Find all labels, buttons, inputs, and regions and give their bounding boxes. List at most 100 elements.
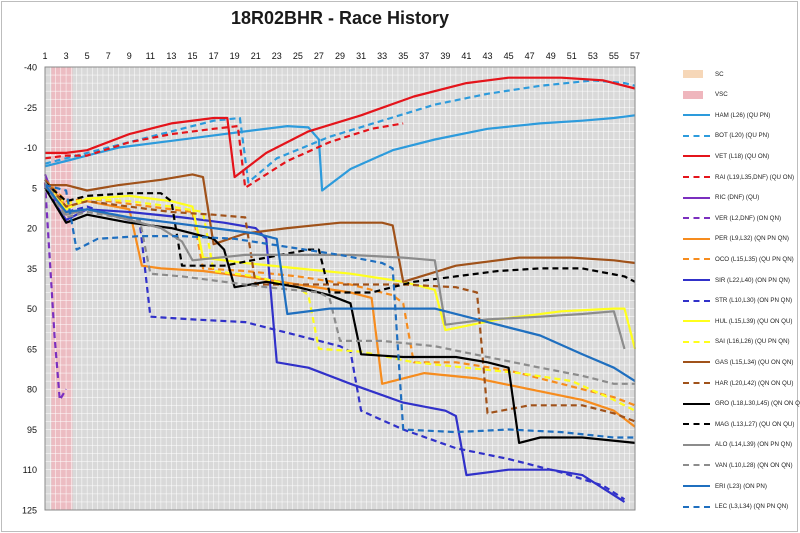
y-tick-label: 125 (22, 506, 37, 516)
legend-label: GAS (L15,L34) (QU ON QN) (715, 358, 794, 366)
legend-swatch (683, 237, 710, 240)
x-tick-label: 33 (377, 51, 387, 61)
legend-label: OCO (L15,L35) (QU PN QN) (715, 255, 794, 263)
legend-item: RAI (L19,L35,DNF) (QU ON) (683, 169, 794, 185)
y-tick-label: 35 (27, 264, 37, 274)
legend-label: VET (L18) (QU ON) (715, 152, 770, 160)
y-tick-label: 65 (27, 344, 37, 354)
legend-box (683, 90, 703, 99)
legend-item: GRO (L18,L30,L45) (QN ON QN QN) (683, 396, 800, 412)
series-line-eri (44, 184, 636, 383)
y-tick-label: 20 (27, 224, 37, 234)
x-tick-label: 43 (482, 51, 492, 61)
legend-label: ERI (L23) (ON PN) (715, 482, 767, 490)
y-tick-label: -10 (24, 143, 37, 153)
x-tick-label: 29 (335, 51, 345, 61)
x-tick-label: 31 (356, 51, 366, 61)
legend-swatch (683, 443, 710, 446)
series-line-har (44, 179, 636, 423)
legend-item: MAG (L13,L27) (QU ON QU) (683, 416, 794, 432)
x-tick-label: 55 (609, 51, 619, 61)
x-tick-label: 41 (461, 51, 471, 61)
x-tick-label: 5 (85, 51, 90, 61)
series-line-sir (44, 187, 626, 503)
series-line-per (44, 179, 636, 428)
legend-item: BOT (L20) (QU PN) (683, 128, 769, 144)
x-tick-label: 57 (630, 51, 640, 61)
legend-item: GAS (L15,L34) (QU ON QN) (683, 354, 793, 370)
y-tick-label: -25 (24, 103, 37, 113)
legend-label: SIR (L22,L40) (ON PN QN) (715, 276, 790, 284)
legend-label: VER (L2,DNF) (ON QN) (715, 214, 782, 222)
legend-label: STR (L10,L30) (ON PN QN) (715, 297, 793, 305)
x-tick-label: 35 (398, 51, 408, 61)
legend-label: LEC (L3,L34) (QN PN QN) (715, 503, 789, 511)
legend-item: SAI (L16,L26) (QU PN QN) (683, 334, 790, 350)
legend-swatch (683, 423, 710, 426)
legend-item: PER (L9,L32) (QN PN QN) (683, 231, 789, 247)
legend-swatch (683, 114, 710, 117)
legend-swatch (683, 361, 710, 364)
chart-title: 18R02BHR - Race History (230, 8, 450, 28)
legend-box (683, 70, 703, 78)
legend-item: ERI (L23) (ON PN) (683, 478, 767, 494)
x-tick-label: 1 (42, 51, 47, 61)
x-tick-label: 37 (419, 51, 429, 61)
legend-label: GRO (L18,L30,L45) (QN ON QN QN) (715, 400, 800, 408)
legend-item: ALO (L14,L39) (ON PN QN) (683, 437, 792, 453)
legend-item: VER (L2,DNF) (ON QN) (683, 210, 781, 226)
x-tick-label: 27 (314, 51, 324, 61)
x-tick-label: 51 (567, 51, 577, 61)
y-tick-label: 95 (27, 425, 37, 435)
legend-label: VAN (L10,L28) (QN ON QN) (715, 461, 793, 469)
legend-label: RAI (L19,L35,DNF) (QU ON) (715, 173, 795, 181)
legend-swatch (683, 279, 710, 281)
x-tick-label: 7 (106, 51, 111, 61)
legend-item: STR (L10,L30) (ON PN QN) (683, 293, 792, 309)
legend-swatch (683, 258, 710, 261)
legend-label: SC (715, 70, 724, 78)
y-tick-label: 5 (32, 183, 37, 193)
legend-item: VAN (L10,L28) (QN ON QN) (683, 457, 793, 473)
legend-item: SIR (L22,L40) (ON PN QN) (683, 272, 790, 288)
legend-swatch (683, 382, 710, 384)
legend-label: HAR (L20,L42) (QN ON QU) (715, 379, 794, 387)
series-line-rai (44, 122, 404, 189)
x-tick-label: 21 (251, 51, 261, 61)
series-line-ham (44, 114, 636, 192)
legend-swatch (683, 299, 710, 302)
x-tick-label: 15 (187, 51, 197, 61)
legend-label: SAI (L16,L26) (QU PN QN) (715, 338, 790, 346)
x-tick-label: 19 (230, 51, 240, 61)
legend-item: VET (L18) (QU ON) (683, 148, 769, 164)
legend-item: HUL (L15,L39) (QU ON QU) (683, 313, 792, 329)
legend-item: HAR (L20,L42) (QN ON QU) (683, 375, 793, 391)
legend-swatch (683, 176, 710, 178)
legend-label: HAM (L26) (QU PN) (715, 111, 771, 119)
x-tick-label: 9 (127, 51, 132, 61)
series-line-mag (44, 181, 636, 294)
legend-swatch (683, 464, 710, 467)
legend-item: HAM (L26) (QU PN) (683, 107, 770, 123)
y-tick-label: 80 (27, 385, 37, 395)
y-tick-label: 50 (27, 304, 37, 314)
x-tick-label: 47 (525, 51, 535, 61)
legend-swatch (683, 134, 710, 137)
series-line-ver (43, 182, 68, 401)
legend-swatch (683, 505, 710, 508)
series-line-van (44, 184, 635, 385)
x-tick-label: 49 (546, 51, 556, 61)
legend-swatch (683, 320, 710, 323)
legend-item: VSC (683, 87, 728, 103)
x-tick-label: 25 (293, 51, 303, 61)
series-line-str (44, 179, 626, 501)
x-tick-label: 3 (64, 51, 69, 61)
x-tick-label: 53 (588, 51, 598, 61)
legend-swatch (683, 485, 710, 487)
legend-item: SC (683, 66, 724, 82)
legend-label: HUL (L15,L39) (QU ON QU) (715, 317, 793, 325)
legend-label: MAG (L13,L27) (QU ON QU) (715, 420, 795, 428)
vsc-region (51, 67, 73, 510)
